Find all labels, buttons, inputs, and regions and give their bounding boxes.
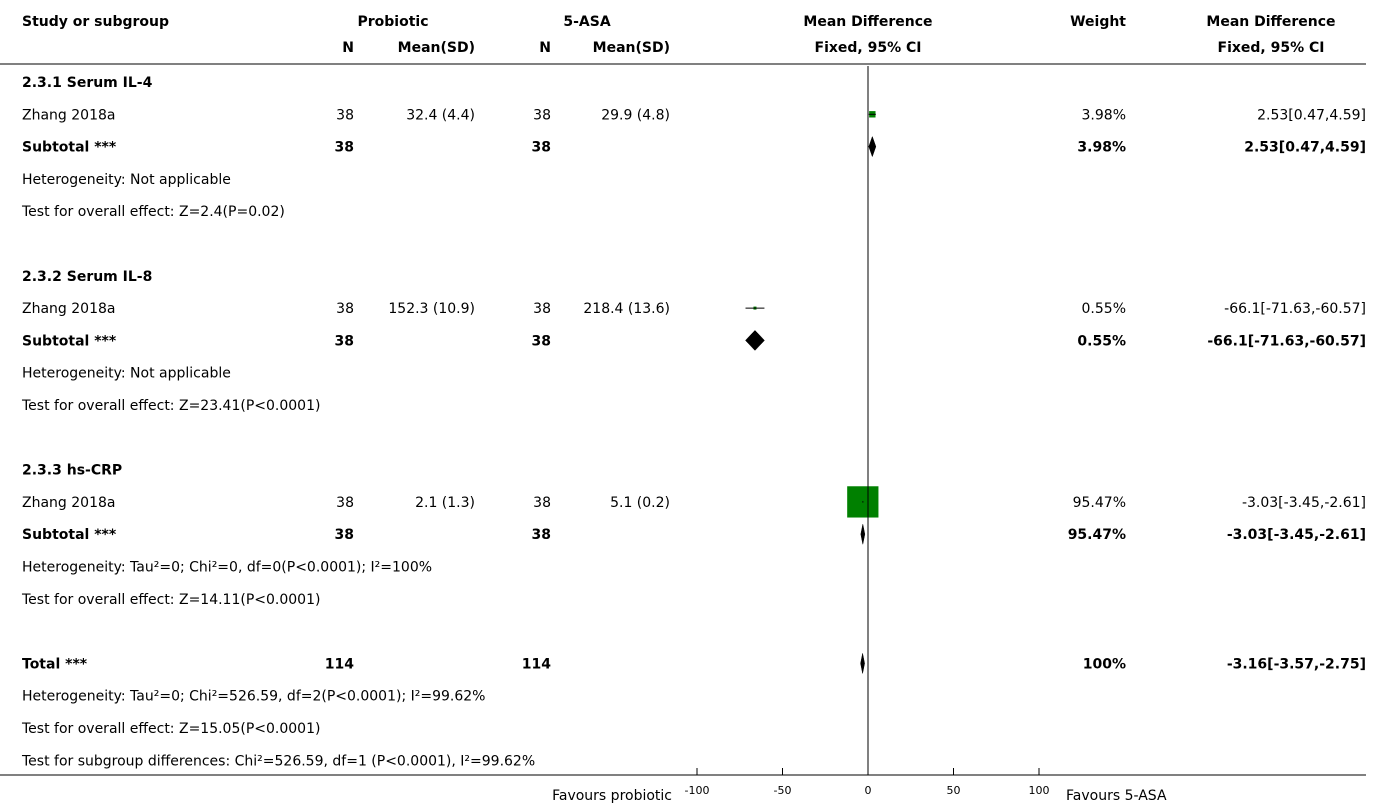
row-18-diamond — [860, 653, 865, 674]
row-8-label: Subtotal *** — [22, 333, 117, 349]
favours-right-label: Favours 5-ASA — [1066, 788, 1167, 803]
row-14-label: Subtotal *** — [22, 527, 117, 543]
header-effect2: Mean Difference — [1206, 14, 1335, 30]
header-meansd2: Mean(SD) — [593, 40, 670, 56]
favours-left-label: Favours probiotic — [552, 788, 672, 803]
header-group2: 5-ASA — [563, 14, 610, 30]
row-4-label: Test for overall effect: Z=2.4(P=0.02) — [21, 204, 285, 220]
row-8-ci: -66.1[-71.63,-60.57] — [1207, 333, 1366, 349]
header-study: Study or subgroup — [22, 14, 169, 30]
row-13-ci: -3.03[-3.45,-2.61] — [1242, 495, 1366, 511]
x-tick-label-3: 50 — [947, 784, 961, 797]
header-group1: Probiotic — [357, 14, 428, 30]
row-15-label: Heterogeneity: Tau²=0; Chi²=0, df=0(P<0.… — [22, 560, 432, 576]
row-8-weight: 0.55% — [1077, 333, 1126, 349]
row-18-ci: -3.16[-3.57,-2.75] — [1227, 656, 1366, 672]
header-weight: Weight — [1070, 14, 1126, 30]
row-9-label: Heterogeneity: Not applicable — [22, 366, 231, 382]
rows: 2.3.1 Serum IL-4 Zhang 2018a 38 32.4 (4.4) 3… — [21, 75, 1366, 769]
row-2-label: Subtotal *** — [22, 140, 117, 156]
row-12-label: 2.3.3 hs-CRP — [22, 463, 122, 479]
header-effect-sub: Fixed, 95% CI — [815, 40, 922, 56]
row-3-label: Heterogeneity: Not applicable — [22, 172, 231, 188]
row-1-n2: 38 — [533, 107, 551, 123]
header-n2: N — [539, 40, 551, 56]
row-6-label: 2.3.2 Serum IL-8 — [22, 269, 152, 285]
row-14-ci: -3.03[-3.45,-2.61] — [1227, 527, 1366, 543]
row-2-n2: 38 — [532, 140, 551, 156]
row-0-label: 2.3.1 Serum IL-4 — [22, 75, 153, 91]
row-14-n2: 38 — [532, 527, 551, 543]
x-tick-label-0: -100 — [685, 784, 710, 797]
row-18-label: Total *** — [22, 656, 88, 672]
row-7-label: Zhang 2018a — [22, 301, 115, 317]
row-1-label: Zhang 2018a — [22, 107, 115, 123]
header-n1: N — [342, 40, 354, 56]
plot-marks — [745, 111, 879, 674]
row-2-n1: 38 — [335, 140, 354, 156]
row-8-n1: 38 — [335, 333, 354, 349]
row-13-weight: 95.47% — [1073, 495, 1126, 511]
row-8-diamond — [745, 330, 765, 351]
row-7-n1: 38 — [336, 301, 354, 317]
row-13-label: Zhang 2018a — [22, 495, 115, 511]
row-16-label: Test for overall effect: Z=14.11(P<0.000… — [21, 592, 320, 608]
row-10-label: Test for overall effect: Z=23.41(P<0.000… — [21, 398, 320, 414]
row-13-mean2: 5.1 (0.2) — [610, 495, 670, 511]
row-7-ci: -66.1[-71.63,-60.57] — [1224, 301, 1366, 317]
row-19-label: Heterogeneity: Tau²=0; Chi²=526.59, df=2… — [22, 689, 485, 705]
row-7-mean1: 152.3 (10.9) — [388, 301, 475, 317]
row-2-weight: 3.98% — [1077, 140, 1126, 156]
row-7-weight: 0.55% — [1082, 301, 1126, 317]
row-7-n2: 38 — [533, 301, 551, 317]
row-21-label: Test for subgroup differences: Chi²=526.… — [21, 753, 535, 769]
row-1-n1: 38 — [336, 107, 354, 123]
row-2-diamond — [868, 135, 877, 158]
header-effect: Mean Difference — [803, 14, 932, 30]
row-18-weight: 100% — [1083, 656, 1126, 672]
row-1-ci: 2.53[0.47,4.59] — [1257, 107, 1366, 123]
row-14-n1: 38 — [335, 527, 354, 543]
x-tick-label-2: 0 — [865, 784, 872, 797]
row-2-ci: 2.53[0.47,4.59] — [1244, 140, 1366, 156]
row-13-mean1: 2.1 (1.3) — [415, 495, 475, 511]
row-13-n2: 38 — [533, 495, 551, 511]
header-meansd1: Mean(SD) — [398, 40, 475, 56]
row-18-n1: 114 — [325, 656, 354, 672]
row-1-mean1: 32.4 (4.4) — [406, 107, 475, 123]
row-18-n2: 114 — [522, 656, 551, 672]
x-tick-label-4: 100 — [1029, 784, 1050, 797]
row-1-mean2: 29.9 (4.8) — [601, 107, 670, 123]
header-effect2-sub: Fixed, 95% CI — [1218, 40, 1325, 56]
row-7-mean2: 218.4 (13.6) — [583, 301, 670, 317]
row-14-weight: 95.47% — [1068, 527, 1126, 543]
header: Study or subgroup Probiotic 5-ASA Mean D… — [22, 14, 1336, 56]
x-tick-label-1: -50 — [774, 784, 792, 797]
row-8-n2: 38 — [532, 333, 551, 349]
row-14-diamond — [860, 524, 866, 545]
row-20-label: Test for overall effect: Z=15.05(P<0.000… — [21, 721, 320, 737]
x-axis: -100 -50 0 50 100 Favours probiotic Favours 5-… — [0, 66, 1366, 803]
row-1-weight: 3.98% — [1082, 107, 1126, 123]
row-13-n1: 38 — [336, 495, 354, 511]
